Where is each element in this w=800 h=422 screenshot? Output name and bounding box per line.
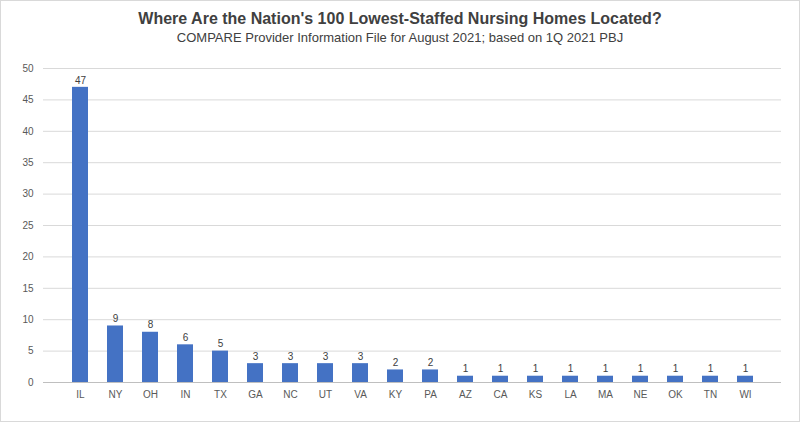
svg-text:25: 25 — [22, 220, 34, 231]
svg-text:VA: VA — [354, 389, 367, 400]
svg-text:5: 5 — [218, 338, 224, 349]
svg-text:MA: MA — [598, 389, 613, 400]
svg-text:OK: OK — [668, 389, 683, 400]
svg-text:UT: UT — [319, 389, 332, 400]
svg-text:1: 1 — [603, 363, 609, 374]
svg-text:50: 50 — [22, 63, 34, 74]
svg-text:TX: TX — [214, 389, 227, 400]
html-text:Where Are the Nation's 100 Low: Where Are the Nation's 100 Lowest-Staffe… — [138, 10, 662, 27]
svg-text:KY: KY — [389, 389, 403, 400]
svg-text:1: 1 — [673, 363, 679, 374]
svg-text:OH: OH — [143, 389, 158, 400]
svg-text:1: 1 — [638, 363, 644, 374]
svg-text:3: 3 — [323, 351, 329, 362]
svg-text:30: 30 — [22, 188, 34, 199]
svg-text:1: 1 — [708, 363, 714, 374]
svg-text:20: 20 — [22, 251, 34, 262]
svg-text:LA: LA — [564, 389, 577, 400]
svg-text:3: 3 — [288, 351, 294, 362]
svg-text:WI: WI — [739, 389, 751, 400]
svg-text:9: 9 — [113, 313, 119, 324]
svg-text:0: 0 — [28, 377, 34, 388]
svg-text:CA: CA — [494, 389, 508, 400]
svg-text:2: 2 — [428, 357, 434, 368]
svg-text:5: 5 — [28, 345, 34, 356]
svg-text:1: 1 — [463, 363, 469, 374]
svg-text:GA: GA — [248, 389, 263, 400]
svg-text:10: 10 — [22, 314, 34, 325]
svg-text:8: 8 — [148, 319, 154, 330]
svg-text:IL: IL — [76, 389, 85, 400]
svg-text:35: 35 — [22, 157, 34, 168]
svg-text:PA: PA — [424, 389, 437, 400]
svg-text:AZ: AZ — [459, 389, 472, 400]
svg-text:45: 45 — [22, 94, 34, 105]
html-text:COMPARE Provider Information F: COMPARE Provider Information File for Au… — [176, 30, 624, 45]
svg-text:NE: NE — [634, 389, 648, 400]
svg-text:NC: NC — [283, 389, 297, 400]
svg-text:1: 1 — [743, 363, 749, 374]
svg-text:IN: IN — [181, 389, 191, 400]
svg-text:1: 1 — [533, 363, 539, 374]
svg-text:KS: KS — [529, 389, 543, 400]
svg-text:2: 2 — [393, 357, 399, 368]
svg-text:3: 3 — [358, 351, 364, 362]
svg-text:40: 40 — [22, 126, 34, 137]
svg-text:1: 1 — [498, 363, 504, 374]
svg-text:15: 15 — [22, 283, 34, 294]
svg-text:NY: NY — [109, 389, 123, 400]
svg-text:6: 6 — [183, 332, 189, 343]
svg-text:1: 1 — [568, 363, 574, 374]
svg-text:47: 47 — [75, 75, 87, 86]
svg-text:3: 3 — [253, 351, 259, 362]
svg-text:TN: TN — [704, 389, 717, 400]
